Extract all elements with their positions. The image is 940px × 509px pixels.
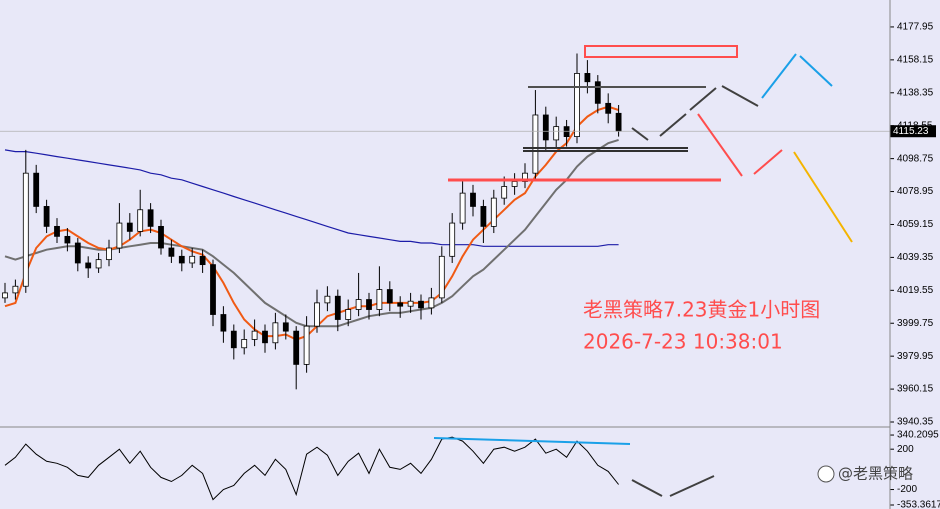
y-tick-label: 3960.15 bbox=[897, 384, 934, 395]
y-tick-label: 4019.55 bbox=[897, 285, 934, 296]
arrow bbox=[697, 113, 743, 177]
divergence-line bbox=[433, 437, 631, 445]
arrow bbox=[689, 87, 717, 111]
last-price-box bbox=[890, 125, 936, 138]
arrow bbox=[799, 55, 833, 87]
annotations bbox=[433, 45, 853, 497]
y-tick-label: -353.3617 bbox=[897, 500, 940, 509]
y-tick-label: 4078.95 bbox=[897, 186, 934, 197]
candle-body bbox=[407, 300, 414, 307]
arrow bbox=[753, 149, 783, 175]
candle-body bbox=[470, 192, 476, 207]
candle-body bbox=[12, 285, 19, 294]
candle-body bbox=[418, 300, 424, 309]
candle-body bbox=[501, 186, 508, 199]
candle-body bbox=[438, 255, 445, 299]
candle-body bbox=[116, 222, 123, 249]
candle-body bbox=[303, 325, 310, 365]
candle-body bbox=[480, 206, 487, 227]
candle-body bbox=[490, 197, 497, 227]
y-tick-label: 4059.15 bbox=[897, 219, 934, 230]
candle-body bbox=[74, 242, 81, 264]
resistance-box bbox=[584, 45, 738, 58]
candle-body bbox=[241, 339, 248, 349]
arrow bbox=[669, 475, 715, 497]
last-price-label: 4115.23 bbox=[893, 126, 929, 137]
candle-body bbox=[553, 126, 560, 141]
candle-body bbox=[366, 299, 372, 310]
chart-subtitle: 2026-7-23 10:38:01 bbox=[583, 330, 783, 354]
arrow bbox=[793, 151, 853, 243]
y-tick-label: 200 bbox=[897, 444, 914, 455]
candle-body bbox=[220, 314, 227, 332]
moving-average bbox=[4, 149, 619, 247]
candle-body bbox=[615, 112, 622, 132]
candle-body bbox=[605, 102, 612, 114]
candle-body bbox=[386, 289, 393, 304]
candle-body bbox=[449, 222, 456, 257]
candle-body bbox=[199, 255, 206, 266]
candle-body bbox=[584, 73, 591, 83]
arrow bbox=[631, 127, 649, 141]
candle-body bbox=[189, 255, 196, 264]
candle-body bbox=[106, 247, 112, 261]
candle-body bbox=[376, 289, 383, 310]
candle-body bbox=[345, 309, 352, 320]
candle-body bbox=[230, 330, 237, 349]
candle-body bbox=[2, 292, 8, 299]
y-tick-label: 340.2095 bbox=[897, 430, 939, 441]
candle-body bbox=[334, 295, 341, 320]
candle-body bbox=[210, 264, 216, 315]
candle-body bbox=[54, 225, 60, 237]
candle-body bbox=[147, 209, 154, 227]
watermark: @老黑策略 bbox=[838, 465, 913, 483]
candle-body bbox=[43, 206, 50, 227]
candle-body bbox=[272, 322, 279, 344]
candle-body bbox=[459, 192, 466, 224]
y-tick-label: 3979.95 bbox=[897, 351, 934, 362]
candle-body bbox=[158, 225, 164, 249]
y-tick-label: 4138.35 bbox=[897, 87, 934, 98]
y-tick-label: 4098.75 bbox=[897, 153, 934, 164]
candle-body bbox=[178, 255, 185, 264]
candle-body bbox=[314, 302, 320, 327]
candle-body bbox=[293, 330, 300, 365]
candle-body bbox=[324, 295, 331, 304]
candle-body bbox=[85, 262, 92, 269]
y-tick-label: 3940.35 bbox=[897, 417, 934, 428]
candle-body bbox=[511, 181, 518, 187]
y-tick-label: 3999.75 bbox=[897, 318, 934, 329]
candle-body bbox=[22, 172, 29, 287]
candle-body bbox=[251, 330, 258, 340]
arrow bbox=[631, 479, 663, 497]
candle-body bbox=[542, 114, 549, 141]
candle-body bbox=[64, 235, 71, 244]
oscillator-line bbox=[4, 436, 619, 501]
y-tick-label: 4158.15 bbox=[897, 55, 934, 66]
candle-body bbox=[282, 322, 289, 332]
chart-title: 老黑策略7.23黄金1小时图 bbox=[583, 298, 820, 322]
candle-body bbox=[126, 222, 133, 232]
y-tick-label: 4039.35 bbox=[897, 252, 934, 263]
candle-body bbox=[532, 114, 539, 174]
arrow bbox=[659, 113, 687, 137]
candle-body bbox=[574, 73, 580, 137]
candle-body bbox=[137, 209, 144, 232]
candle-body bbox=[33, 172, 40, 207]
candle-body bbox=[355, 299, 362, 310]
y-tick-label: -200 bbox=[897, 484, 917, 495]
candle-body bbox=[95, 259, 102, 269]
candle-body bbox=[397, 302, 404, 307]
watermark-icon bbox=[817, 465, 835, 483]
candle-body bbox=[262, 330, 268, 344]
candle-body bbox=[428, 297, 435, 309]
arrow bbox=[761, 53, 797, 99]
candle-body bbox=[594, 81, 601, 104]
y-tick-label: 4177.95 bbox=[897, 22, 934, 33]
arrow bbox=[721, 85, 759, 107]
candle-body bbox=[168, 247, 175, 257]
